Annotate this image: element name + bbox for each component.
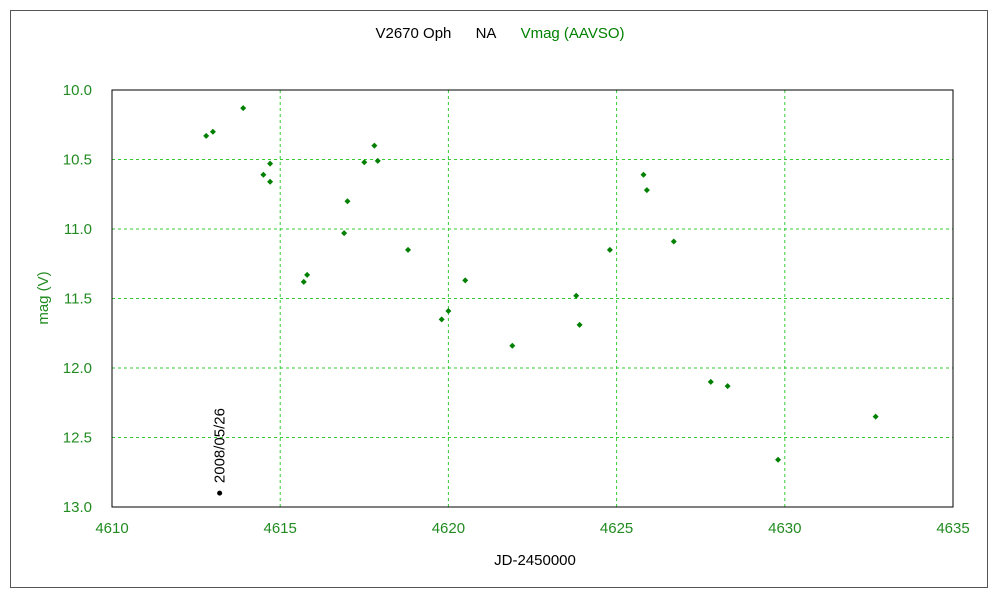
data-points [203,105,879,463]
data-point [643,187,650,194]
data-point [240,105,247,112]
x-tick-label: 4635 [936,520,969,537]
grid-lines [112,90,953,507]
chart-frame [10,10,988,588]
y-tick-label: 11.0 [64,221,92,238]
data-point [361,159,368,166]
y-tick-label: 10.0 [63,82,92,99]
y-tick-label: 13.0 [63,499,92,516]
x-tick-label: 4610 [95,520,128,537]
x-axis-title: JD-2450000 [494,552,576,569]
annotation-marker [217,490,223,496]
data-point [573,292,580,299]
x-tick-label: 4615 [264,520,297,537]
data-point [872,413,879,420]
data-point [341,230,348,237]
data-point [344,198,351,205]
data-point [707,378,714,385]
data-point [606,246,613,253]
title-note: NA [475,25,497,42]
x-tick-label: 4625 [600,520,633,537]
title-object: V2670 Oph [375,25,452,42]
plot-area [111,89,954,508]
data-point [260,171,267,178]
data-point [670,238,677,245]
data-point [267,178,274,185]
annotation: 2008/05/26 [212,408,229,496]
data-point [438,316,445,323]
y-tick-label: 12.0 [63,360,92,377]
data-point [576,321,583,328]
y-tick-label: 12.5 [63,430,92,447]
title-series-label: Vmag (AAVSO) [520,25,625,42]
data-point [300,278,307,285]
data-point [374,157,381,164]
data-point [209,128,216,135]
y-tick-label: 11.5 [64,291,92,308]
axis-ticks: 4610 4615 4620 4625 4630 4635 10.0 10.5 11.0 11.5… [63,82,970,537]
data-point [304,271,311,278]
data-point [267,160,274,167]
data-point [724,383,731,390]
annotation-label: 2008/05/26 [212,408,229,483]
y-tick-label: 10.5 [63,152,92,169]
data-point [509,342,516,349]
data-point [371,142,378,149]
x-tick-label: 4620 [432,520,465,537]
chart-title: V2670 Oph NA Vmag (AAVSO) [0,25,1000,42]
data-point [445,308,452,315]
y-axis-title: mag (V) [35,271,52,324]
data-point [203,132,210,139]
data-point [640,171,647,178]
x-tick-label: 4630 [768,520,801,537]
data-point [405,246,412,253]
data-point [462,277,469,284]
data-point [775,456,782,463]
